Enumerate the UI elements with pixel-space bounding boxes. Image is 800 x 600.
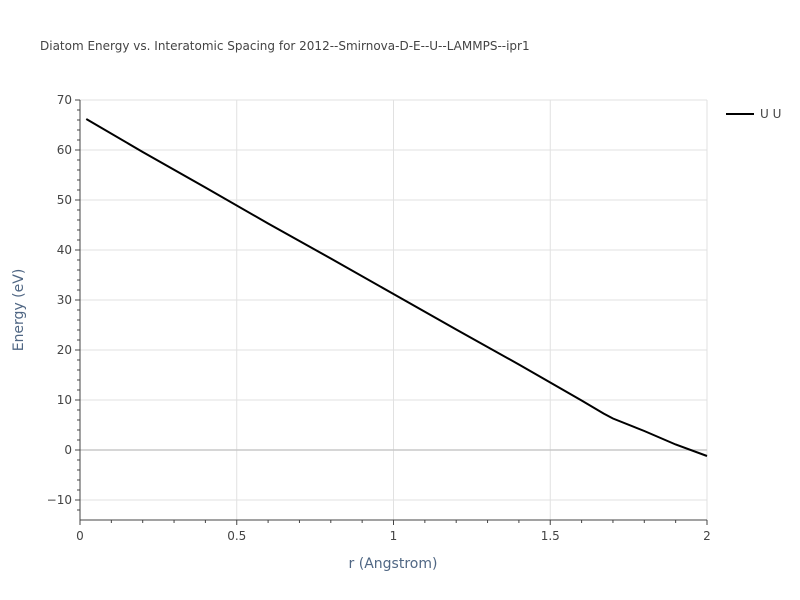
grid [80,99,708,520]
x-tick-label: 1.5 [541,529,560,543]
legend[interactable]: U U [726,107,781,121]
y-tick-label: 50 [57,193,72,207]
plot-area [85,118,708,457]
x-tick-label: 2 [703,529,711,543]
y-tick-label: 30 [57,293,72,307]
y-axis-title: Energy (eV) [11,269,27,352]
y-tick-label: 60 [57,143,72,157]
x-tick-label: 1 [390,529,398,543]
y-tick-label: 20 [57,343,72,357]
chart-title: Diatom Energy vs. Interatomic Spacing fo… [40,39,530,53]
y-tick-label: 10 [57,393,72,407]
y-tick-label: 70 [57,93,72,107]
x-axis-title: r (Angstrom) [349,556,438,572]
x-tick-label: 0.5 [227,529,246,543]
axes [75,99,708,525]
y-tick-label: 0 [64,443,72,457]
legend-label: U U [760,107,781,121]
x-tick-label: 0 [76,529,84,543]
tick-labels: 0 0.5 1 1.5 2 −10 0 10 20 30 40 50 60 70 [47,93,711,543]
series-line-u-u [85,118,708,457]
y-tick-label: 40 [57,243,72,257]
y-tick-label: −10 [47,493,72,507]
